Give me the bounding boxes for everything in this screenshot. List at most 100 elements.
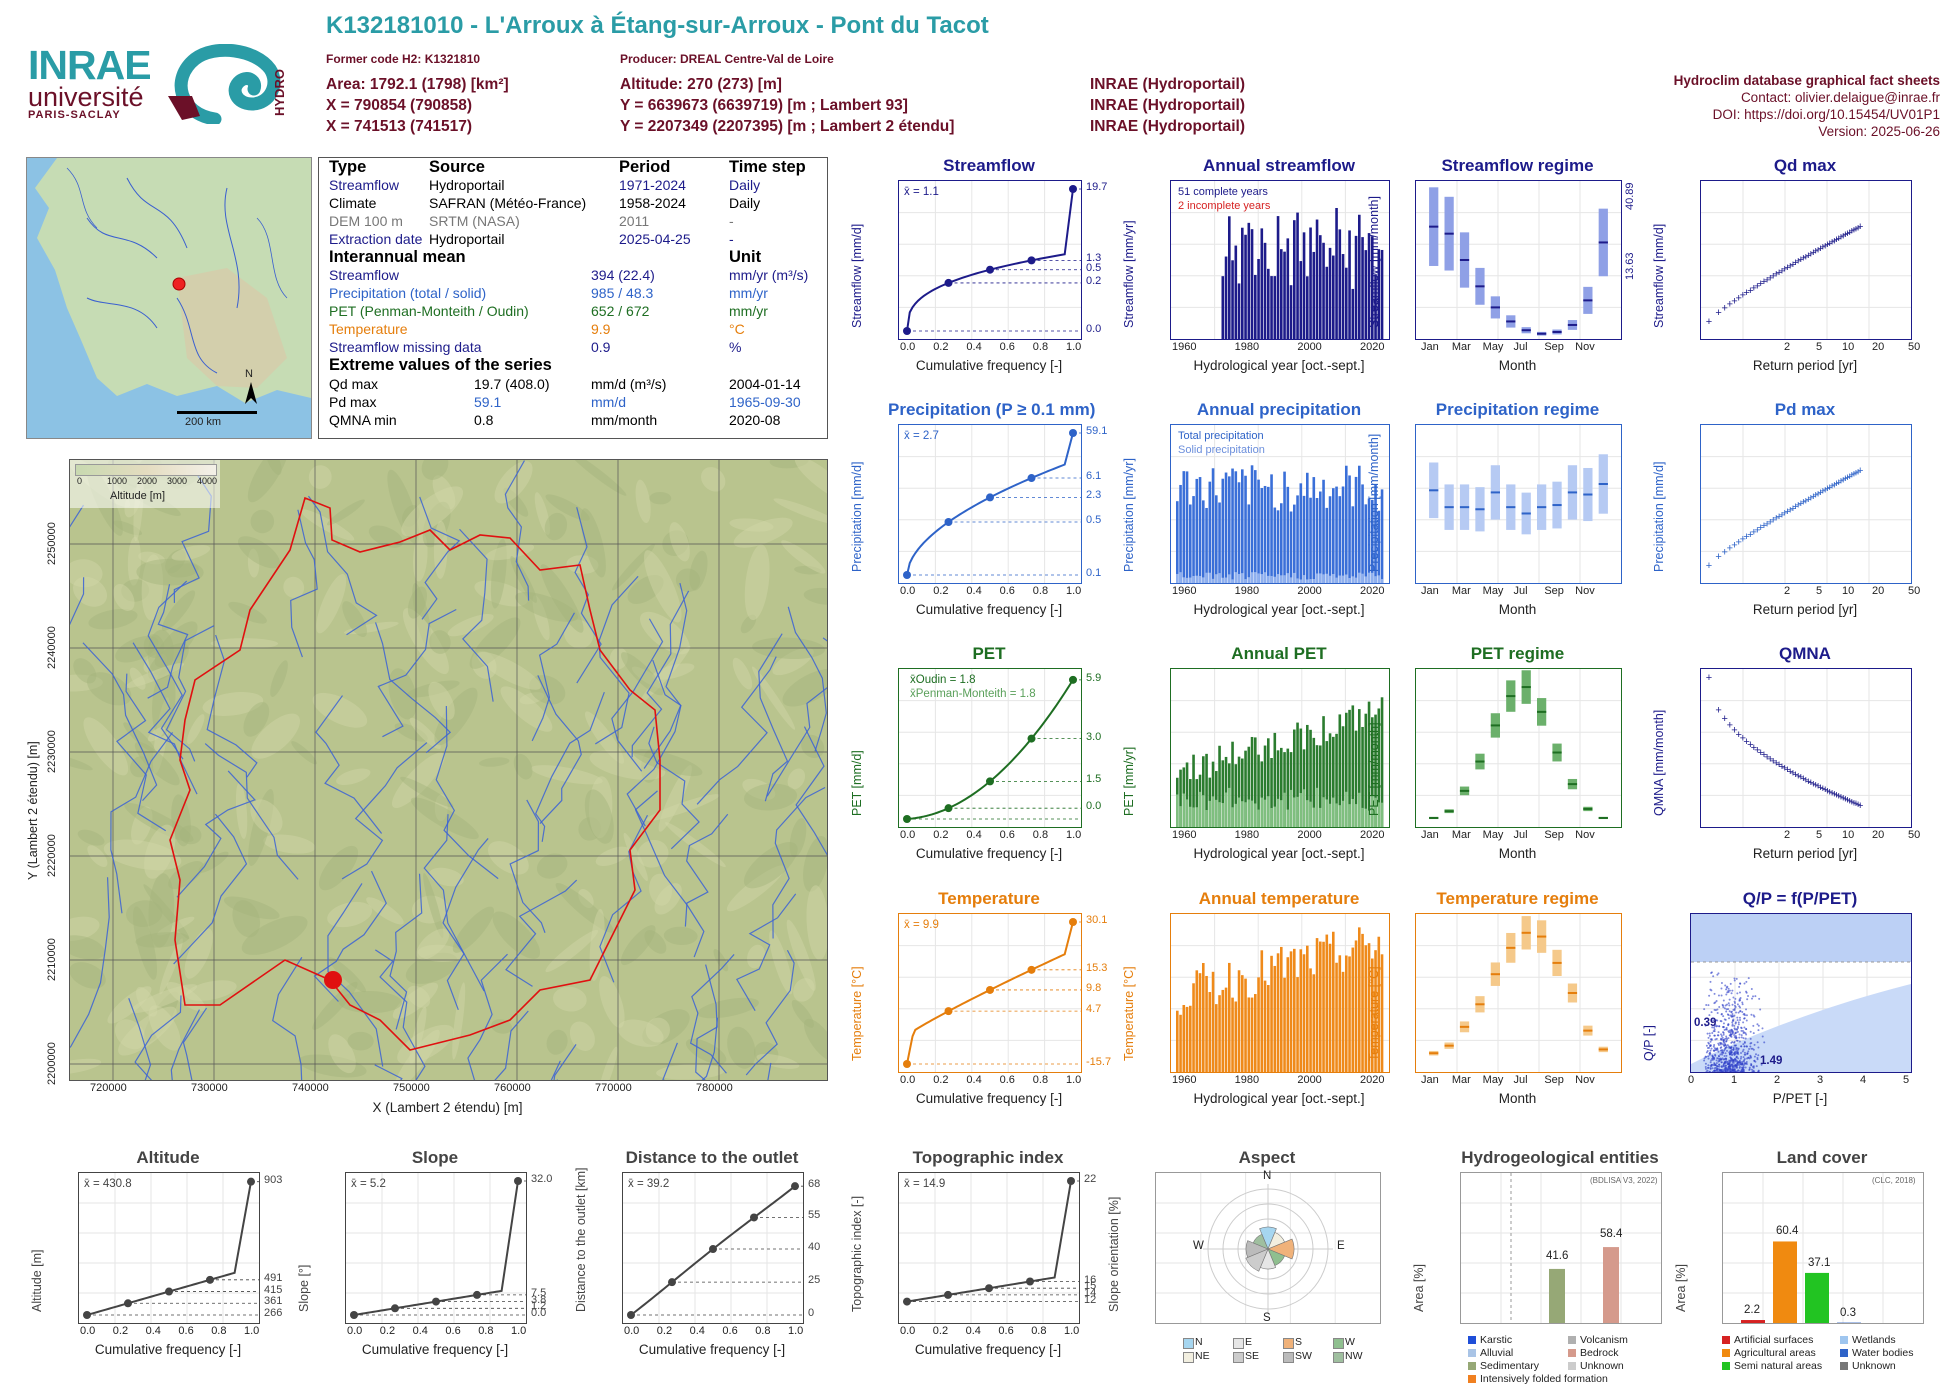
precipitation-right-tick: 0.5 bbox=[1086, 514, 1102, 526]
annual_pet-bar2 bbox=[1306, 800, 1309, 827]
slope-plot bbox=[345, 1172, 527, 1324]
annual_temp-bar bbox=[1328, 943, 1332, 1072]
annual_temp-bar bbox=[1286, 957, 1290, 1072]
qmna-point: + bbox=[1803, 774, 1809, 786]
annual_pet-bar2 bbox=[1280, 800, 1283, 827]
pd_max-point: + bbox=[1849, 470, 1855, 482]
north-arrow-icon bbox=[245, 382, 257, 404]
qd_max-x-tick: 2 bbox=[1784, 341, 1791, 353]
slope-curve bbox=[353, 1180, 519, 1316]
qd_max-point: + bbox=[1798, 254, 1804, 266]
qd_max-point: + bbox=[1803, 251, 1809, 263]
map-x-tick: 720000 bbox=[90, 1082, 127, 1094]
qd_max-point: + bbox=[1805, 250, 1811, 262]
qd_max-point: + bbox=[1822, 240, 1828, 252]
streamflow-right-tick: 0.0 bbox=[1086, 323, 1102, 335]
altitude-plot bbox=[78, 1172, 260, 1324]
mean-value: 394 (22.4) bbox=[591, 267, 655, 283]
precipitation-right-tick: 0.1 bbox=[1086, 567, 1102, 579]
annual_temp-bar bbox=[1377, 936, 1381, 1072]
distance-right-tick: 40 bbox=[808, 1241, 821, 1254]
distance-right-tick: 68 bbox=[808, 1178, 821, 1191]
annual_precip-bar bbox=[1328, 496, 1332, 583]
legend-tick: 3000 bbox=[167, 476, 188, 486]
annual_pet-bar2 bbox=[1289, 789, 1293, 827]
annual_temp-title: Annual temperature bbox=[1198, 889, 1360, 908]
annual_precip-bar2 bbox=[1208, 572, 1212, 583]
annual_pet-bar2 bbox=[1241, 801, 1244, 827]
annual_precip-bar2 bbox=[1189, 577, 1192, 583]
annual_pet-bar2 bbox=[1267, 796, 1270, 827]
annual_precip-bar2 bbox=[1325, 573, 1329, 583]
slope-ylabel: Slope [°] bbox=[297, 1264, 311, 1312]
distance-ylabel: Distance to the outlet [km] bbox=[574, 1167, 588, 1312]
map-y-tick: 2210000 bbox=[46, 938, 58, 981]
info-type: Climate bbox=[329, 195, 377, 211]
annual_pet-bar bbox=[1283, 752, 1286, 827]
qd_max-point: + bbox=[1773, 269, 1779, 281]
qmna-point: + bbox=[1773, 757, 1779, 769]
annual_precip-bar bbox=[1364, 504, 1368, 583]
qd_max-x-tick: 10 bbox=[1842, 341, 1855, 353]
info-source: Hydroportail bbox=[429, 231, 505, 247]
annual_precip-bar bbox=[1296, 495, 1299, 583]
qd_max-plot: + + + + + + + + + + + + + + + + + + + + + + + + + + + + + + + + + + + + + + + +… bbox=[1700, 180, 1912, 340]
extreme-date: 1965-09-30 bbox=[729, 394, 801, 410]
qd_max-point: + bbox=[1846, 227, 1852, 239]
qmna-point: + bbox=[1849, 796, 1855, 808]
annual_streamflow-bar bbox=[1306, 276, 1309, 339]
annual_temp-bar bbox=[1211, 971, 1215, 1072]
qmna-x-tick: 20 bbox=[1872, 829, 1885, 841]
annual_pet-bar2 bbox=[1338, 805, 1342, 827]
annual_streamflow-bar bbox=[1244, 234, 1247, 339]
page-title: K132181010 - L'Arroux à Étang-sur-Arroux… bbox=[326, 12, 989, 39]
annual_temp-bar bbox=[1325, 934, 1329, 1072]
annual_streamflow-bar bbox=[1345, 267, 1348, 339]
annual_precip-bar2 bbox=[1364, 576, 1368, 583]
annual_temp-bar bbox=[1367, 943, 1371, 1072]
topo-x-tick: 0.0 bbox=[900, 1325, 916, 1337]
annual_precip-bar2 bbox=[1367, 572, 1371, 583]
qmna-point: + bbox=[1829, 787, 1835, 799]
streamflow_regime-x-tick: Mar bbox=[1451, 341, 1471, 353]
pd_max-point: + bbox=[1767, 516, 1773, 528]
annual_precip-bar bbox=[1348, 475, 1351, 583]
map-y-tick: 2200000 bbox=[46, 1042, 58, 1085]
slope-x-tick: 1.0 bbox=[511, 1325, 527, 1337]
mean-unit: °C bbox=[729, 321, 745, 337]
pd_max-point: + bbox=[1715, 551, 1721, 563]
precipitation-xlabel: Cumulative frequency [-] bbox=[915, 602, 1063, 617]
annual_pet-bar bbox=[1374, 714, 1377, 827]
extreme-value: 0.8 bbox=[474, 412, 494, 428]
extreme-name: QMNA min bbox=[329, 412, 397, 428]
annual_pet-bar2 bbox=[1263, 799, 1267, 827]
annual_precip-bar bbox=[1244, 475, 1247, 583]
map-y-ticks: 2250000 2240000 2230000 2220000 2210000 22000… bbox=[46, 459, 66, 1085]
altitude-legend-title: Altitude [m] bbox=[110, 490, 166, 502]
annual_precip-bar2 bbox=[1371, 572, 1374, 583]
aspect-sector bbox=[1252, 1233, 1269, 1250]
qmna-point: + bbox=[1757, 747, 1763, 759]
qd_max-point: + bbox=[1827, 238, 1833, 250]
qd_max-point: + bbox=[1851, 225, 1857, 237]
map-y-tick: 2220000 bbox=[46, 834, 58, 877]
annual_precip-bar2 bbox=[1179, 572, 1182, 583]
annual_pet-x-tick: 2000 bbox=[1297, 829, 1322, 841]
annual_precip-bar bbox=[1380, 489, 1384, 583]
h-extreme: Extreme values of the series bbox=[329, 356, 552, 374]
streamflow_regime-title: Streamflow regime bbox=[1441, 156, 1594, 175]
temp_regime-title: Temperature regime bbox=[1436, 889, 1599, 908]
annual_precip-bar2 bbox=[1273, 576, 1277, 583]
annual_pet-ylabel: PET [mm/yr] bbox=[1122, 746, 1136, 816]
annual_temp-bar bbox=[1309, 968, 1312, 1072]
annual_precip-bar bbox=[1189, 504, 1192, 583]
qp-x-tick: 5 bbox=[1903, 1074, 1910, 1086]
qd_max-point: + bbox=[1787, 260, 1793, 272]
annual_precip-bar bbox=[1218, 502, 1221, 583]
area: Area: 1792.1 (1798) [km²] bbox=[326, 76, 509, 93]
pd_max-point: + bbox=[1784, 506, 1790, 518]
annual_pet-bar bbox=[1231, 741, 1234, 827]
altitude-right-tick: 361 bbox=[264, 1295, 283, 1308]
streamflow-curve bbox=[906, 188, 1074, 332]
scale-bar bbox=[177, 411, 257, 414]
